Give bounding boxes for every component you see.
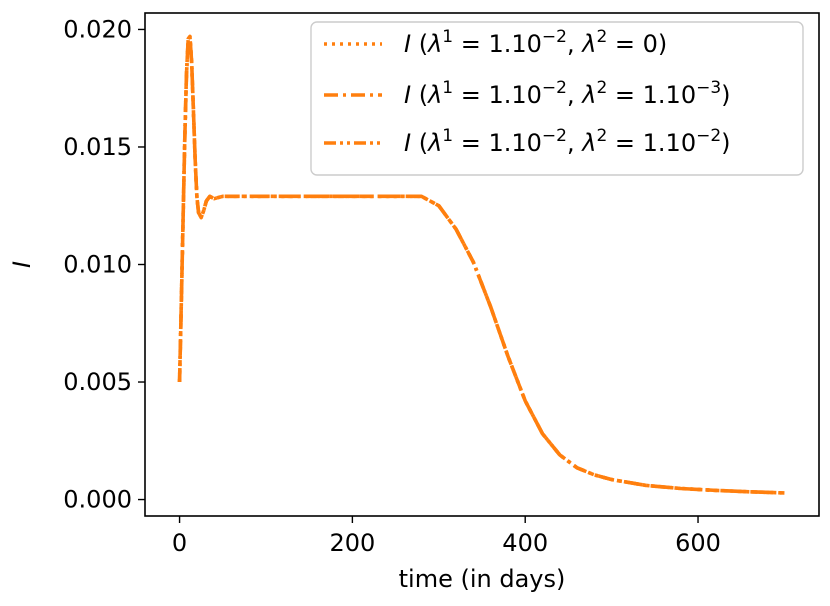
legend-entries: I (λ1 = 1.10−2, λ2 = 0) I (λ1 = 1.10−2, λ… xyxy=(324,27,731,157)
x-tick-label: 400 xyxy=(502,529,548,557)
legend-label-2: I (λ1 = 1.10−2, λ2 = 1.10−3) xyxy=(404,78,731,109)
x-tick-label: 200 xyxy=(329,529,375,557)
series-line-3 xyxy=(177,34,785,495)
y-axis-ticks: 0.000 0.005 0.010 0.015 0.020 xyxy=(63,15,145,514)
legend-label-3: I (λ1 = 1.10−2, λ2 = 1.10−2) xyxy=(404,126,731,157)
x-tick-label: 600 xyxy=(675,529,721,557)
y-tick-label: 0.005 xyxy=(63,368,132,396)
legend-label-1: I (λ1 = 1.10−2, λ2 = 0) xyxy=(404,27,667,58)
x-tick-label: 0 xyxy=(172,529,187,557)
x-axis-ticks: 0 200 400 600 xyxy=(172,516,721,557)
x-axis-label: time (in days) xyxy=(399,565,566,593)
y-tick-label: 0.010 xyxy=(63,251,132,279)
y-tick-label: 0.020 xyxy=(63,15,132,43)
y-tick-label: 0.000 xyxy=(63,486,132,514)
y-axis-label: I xyxy=(8,261,36,268)
series-layer xyxy=(177,34,785,495)
legend: I (λ1 = 1.10−2, λ2 = 0) I (λ1 = 1.10−2, λ… xyxy=(310,21,804,176)
y-tick-label: 0.015 xyxy=(63,133,132,161)
legend-box xyxy=(310,21,804,176)
